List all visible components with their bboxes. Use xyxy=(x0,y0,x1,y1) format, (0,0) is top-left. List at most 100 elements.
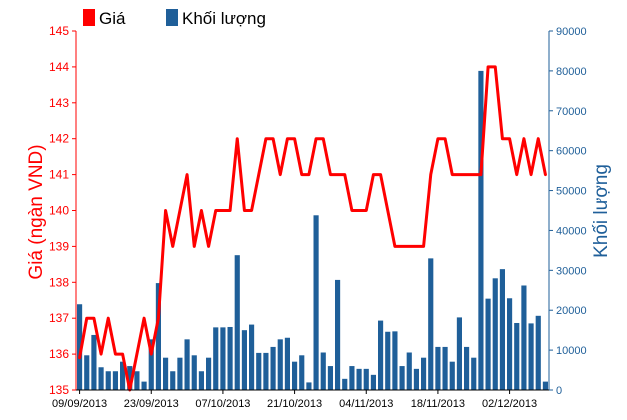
left-tick-label: 135 xyxy=(49,383,69,397)
left-tick-label: 136 xyxy=(49,347,69,361)
left-tick-label: 140 xyxy=(49,204,69,218)
volume-bar xyxy=(249,324,255,390)
volume-bar xyxy=(234,255,240,390)
volume-bar xyxy=(84,355,90,390)
volume-bar xyxy=(542,381,548,390)
volume-bar xyxy=(198,371,204,390)
volume-bar xyxy=(270,346,276,390)
right-tick-label: 80000 xyxy=(556,66,587,78)
volume-bar xyxy=(98,367,104,390)
volume-bar xyxy=(392,331,398,390)
left-tick-label: 143 xyxy=(49,96,69,110)
volume-bar xyxy=(464,346,470,390)
volume-bar xyxy=(456,317,462,390)
volume-bar xyxy=(213,327,219,390)
legend-swatch-volume xyxy=(166,9,178,26)
volume-bar xyxy=(91,334,97,390)
right-tick-label: 90000 xyxy=(556,26,587,38)
volume-bar xyxy=(112,371,118,390)
volume-bar xyxy=(184,339,190,390)
volume-bar xyxy=(120,361,126,390)
volume-bar xyxy=(370,374,376,390)
volume-bar xyxy=(206,357,212,390)
volume-bar xyxy=(127,366,133,390)
volume-bar xyxy=(528,323,534,390)
volume-bar xyxy=(342,378,348,390)
volume-bar xyxy=(485,298,491,390)
volume-bar xyxy=(277,339,283,390)
volume-bar xyxy=(399,366,405,390)
volume-bar xyxy=(105,371,111,390)
volume-bar xyxy=(406,352,412,390)
volume-bar xyxy=(471,357,477,390)
volume-bar xyxy=(363,368,369,390)
x-tick-label: 09/09/2013 xyxy=(52,398,107,410)
volume-bar xyxy=(492,278,498,390)
volume-bar xyxy=(141,381,147,390)
legend-label-price: Giá xyxy=(99,9,126,28)
volume-bar xyxy=(535,315,541,390)
volume-bar xyxy=(263,352,269,390)
volume-bar xyxy=(378,320,384,390)
legend-label-volume: Khối lượng xyxy=(182,9,266,28)
volume-bar xyxy=(421,357,427,390)
volume-bar xyxy=(292,361,298,390)
x-tick-label: 04/11/2013 xyxy=(339,398,393,410)
volume-bar xyxy=(134,371,140,390)
volume-bar xyxy=(306,382,312,390)
left-tick-label: 139 xyxy=(49,239,69,253)
right-tick-label: 20000 xyxy=(556,305,587,317)
left-tick-label: 141 xyxy=(49,168,69,182)
volume-bar xyxy=(320,352,326,390)
volume-bar xyxy=(256,352,262,390)
volume-bar xyxy=(227,326,233,390)
left-tick-label: 138 xyxy=(49,275,69,289)
right-tick-label: 10000 xyxy=(556,345,587,357)
volume-bar xyxy=(313,215,319,390)
volume-bar xyxy=(241,330,247,390)
volume-bar xyxy=(428,258,434,390)
legend-swatch-price xyxy=(83,9,95,26)
volume-bar xyxy=(449,361,455,390)
volume-bar xyxy=(170,371,176,390)
volume-bar xyxy=(442,346,448,390)
left-tick-label: 137 xyxy=(49,311,69,325)
volume-bar xyxy=(163,357,169,390)
volume-bar xyxy=(335,279,341,390)
right-axis-title: Khối lượng xyxy=(591,164,612,258)
volume-bar xyxy=(191,355,197,390)
volume-bar xyxy=(499,269,505,390)
x-axis-ticks: 09/09/2013 23/09/2013 07/10/2013 21/10/2013… xyxy=(52,390,537,410)
right-tick-label: 0 xyxy=(556,385,562,397)
volume-bar xyxy=(435,346,441,390)
volume-bar xyxy=(148,339,154,390)
price-line-group xyxy=(78,65,547,392)
left-tick-label: 145 xyxy=(49,24,69,38)
volume-bar xyxy=(177,357,183,390)
x-tick-label: 21/10/2013 xyxy=(267,398,322,410)
volume-bar xyxy=(356,368,362,390)
legend: Giá Khối lượng xyxy=(83,9,266,28)
volume-bar xyxy=(514,322,520,390)
right-tick-label: 70000 xyxy=(556,106,587,118)
right-axis-ticks: 0 10000 20000 30000 40000 50000 60000 70000 8000… xyxy=(549,26,587,397)
volume-bar xyxy=(413,368,419,390)
volume-bar xyxy=(220,327,226,390)
right-tick-label: 30000 xyxy=(556,265,587,277)
left-axis-ticks: 135 136 137 138 139 140 141 142 143 144 145 xyxy=(49,24,76,397)
x-tick-label: 18/11/2013 xyxy=(411,398,465,410)
volume-bar xyxy=(507,298,513,390)
volume-bar xyxy=(385,331,391,390)
volume-bar xyxy=(77,304,83,390)
volume-bar xyxy=(478,70,484,390)
x-tick-label: 23/09/2013 xyxy=(124,398,179,410)
left-axis-title: Giá (ngàn VND) xyxy=(26,144,47,279)
volume-bar xyxy=(284,337,290,390)
right-tick-label: 40000 xyxy=(556,225,587,237)
volume-bar xyxy=(349,366,355,390)
left-tick-label: 142 xyxy=(49,132,69,146)
right-tick-label: 50000 xyxy=(556,186,587,198)
left-tick-label: 144 xyxy=(49,60,69,74)
volume-bar xyxy=(155,283,161,390)
